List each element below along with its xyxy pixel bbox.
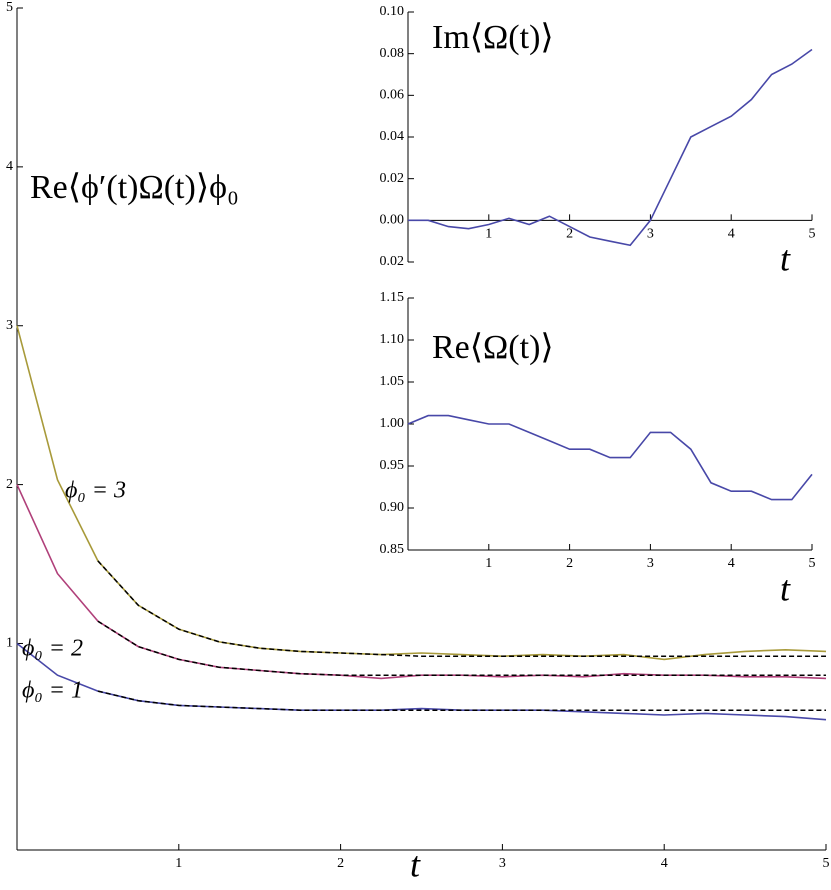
- annotation: ϕ₀ = 2: [22, 636, 83, 662]
- fit-line: [97, 620, 826, 676]
- inset-background: [358, 288, 828, 590]
- x-tick-label: 2: [566, 556, 573, 571]
- x-tick-label: 5: [823, 856, 830, 871]
- y-tick-label: 4: [6, 159, 13, 174]
- fit-line: [97, 690, 826, 711]
- y-tick-label: 1.00: [380, 416, 405, 431]
- x-axis-label: t: [780, 568, 791, 608]
- x-tick-label: 5: [809, 227, 816, 242]
- y-tick-label: 0.00: [380, 213, 405, 228]
- fit-line: [97, 560, 826, 657]
- inset-title: Im⟨Ω(t)⟩: [432, 19, 554, 56]
- y-tick-label: 2: [6, 477, 13, 492]
- y-tick-label: 0.02: [380, 254, 405, 269]
- data-line: [408, 48, 813, 247]
- x-tick-label: 4: [728, 227, 735, 242]
- x-tick-label: 2: [337, 856, 344, 871]
- x-tick-label: 3: [499, 856, 506, 871]
- x-tick-label: 4: [728, 556, 735, 571]
- x-axis-label: t: [780, 238, 791, 278]
- y-tick-label: 5: [6, 0, 13, 15]
- x-tick-label: 1: [175, 856, 182, 871]
- y-tick-label: 0.08: [380, 46, 405, 61]
- data-line: [16, 642, 827, 721]
- x-tick-label: 2: [566, 227, 573, 242]
- y-tick-label: 0.02: [380, 171, 405, 186]
- y-tick-label: 1: [6, 636, 13, 651]
- x-tick-label: 5: [809, 556, 816, 571]
- annotation: ϕ₀ = 3: [65, 478, 126, 504]
- x-tick-label: 3: [647, 227, 654, 242]
- inset-title: Re⟨Ω(t)⟩: [432, 329, 554, 366]
- y-tick-label: 0.90: [380, 500, 405, 515]
- y-tick-label: 3: [6, 318, 13, 333]
- y-tick-label: 1.15: [380, 290, 405, 305]
- x-tick-label: 1: [485, 556, 492, 571]
- y-tick-label: 0.06: [380, 88, 405, 103]
- y-tick-label: 1.05: [380, 374, 405, 389]
- inset-background: [358, 2, 828, 302]
- x-axis-label: t: [410, 844, 421, 884]
- x-tick-label: 4: [661, 856, 668, 871]
- data-line: [407, 414, 813, 501]
- y-axis-label: Re⟨ϕ′(t)Ω(t)⟩ϕ₀: [30, 169, 239, 206]
- y-tick-label: 0.85: [380, 542, 405, 557]
- annotation: ϕ₀ = 1: [22, 678, 83, 704]
- x-tick-label: 1: [485, 227, 492, 242]
- x-tick-label: 3: [647, 556, 654, 571]
- y-tick-label: 0.10: [380, 4, 405, 19]
- y-tick-label: 1.10: [380, 332, 405, 347]
- y-tick-label: 0.04: [380, 129, 405, 144]
- y-tick-label: 0.95: [380, 458, 405, 473]
